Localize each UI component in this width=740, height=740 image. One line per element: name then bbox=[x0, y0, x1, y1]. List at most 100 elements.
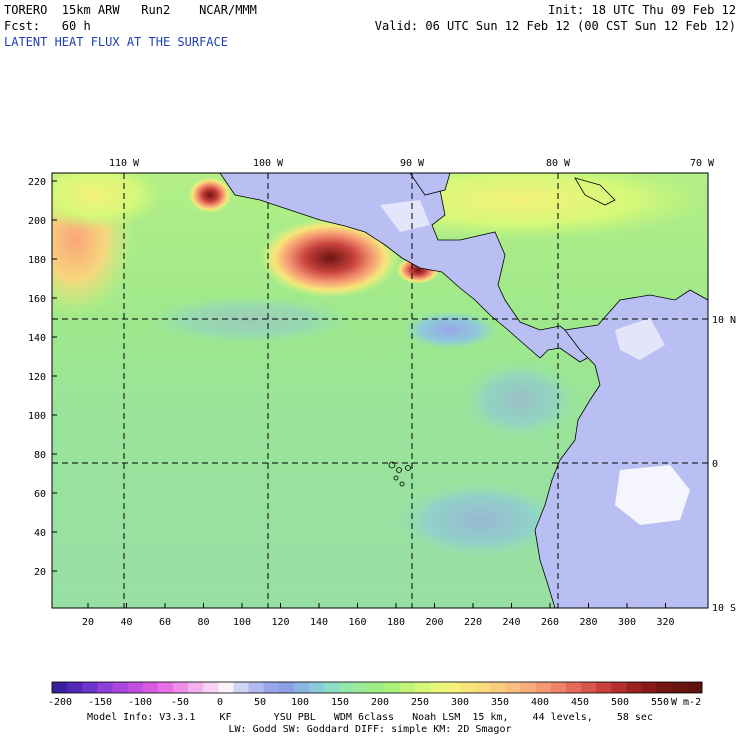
tehuantepec-jet bbox=[260, 218, 400, 298]
colorbar-swatch bbox=[142, 682, 159, 693]
lat-label: 10 N bbox=[712, 315, 736, 326]
lon-label: 100 W bbox=[253, 158, 284, 169]
graticule bbox=[52, 173, 708, 608]
colorbar-tick-label: 500 bbox=[611, 697, 629, 708]
colorbar-swatch bbox=[596, 682, 612, 693]
colorbar-swatch bbox=[505, 682, 522, 693]
colorbar-swatch bbox=[263, 682, 280, 693]
galapagos-islands bbox=[388, 461, 411, 487]
colorbar-swatch bbox=[324, 682, 340, 693]
colorbar-swatch bbox=[248, 682, 265, 693]
grid-label-bottom: 140 bbox=[310, 617, 328, 628]
grid-label-left: 80 bbox=[34, 450, 46, 461]
lon-label: 70 W bbox=[690, 158, 715, 169]
colorbar-swatch bbox=[520, 682, 537, 693]
grid-label-bottom: 200 bbox=[425, 617, 443, 628]
grid-label-left: 180 bbox=[28, 255, 46, 266]
colorbar-swatch bbox=[581, 682, 597, 693]
colorbar-swatch bbox=[354, 682, 370, 693]
grid-label-bottom: 220 bbox=[464, 617, 482, 628]
grid-label-bottom: 320 bbox=[656, 617, 674, 628]
colorbar-tick-label: -200 bbox=[48, 697, 72, 708]
grid-label-bottom: 40 bbox=[120, 617, 132, 628]
lon-label: 80 W bbox=[546, 158, 571, 169]
colorbar-swatch bbox=[626, 682, 642, 693]
grid-label-bottom: 20 bbox=[82, 617, 94, 628]
grid-label-left: 20 bbox=[34, 567, 46, 578]
colorbar-swatch bbox=[67, 682, 83, 693]
colorbar-swatch bbox=[278, 682, 295, 693]
colorbar-swatch bbox=[686, 682, 703, 693]
forecast-hour: Fcst: 60 h bbox=[4, 19, 91, 33]
grid-label-left: 60 bbox=[34, 489, 46, 500]
colorbar bbox=[51, 681, 703, 694]
colorbar-tick-label: -150 bbox=[88, 697, 112, 708]
grid-label-bottom: 260 bbox=[541, 617, 559, 628]
grid-label-bottom: 300 bbox=[618, 617, 636, 628]
colorbar-swatch bbox=[445, 682, 461, 693]
cool-region-panama bbox=[400, 310, 500, 350]
colorbar-swatch bbox=[293, 682, 310, 693]
colorbar-labels: -200 -150 -100 -50 0 50 100 150 200 250 300 350 400 4… bbox=[48, 697, 669, 708]
colorbar-tick-label: 250 bbox=[411, 697, 429, 708]
model-title: TORERO 15km ARW Run2 NCAR/MMM bbox=[4, 3, 257, 17]
warm-region-northwest bbox=[52, 173, 165, 230]
land-yucatan bbox=[409, 173, 451, 196]
colorbar-swatch bbox=[97, 682, 113, 693]
hot-spot-north bbox=[188, 177, 232, 213]
land-highlight-andes bbox=[615, 465, 690, 525]
colorbar-swatch bbox=[475, 682, 491, 693]
colorbar-swatch bbox=[339, 682, 355, 693]
land-highlight-colombia bbox=[615, 318, 665, 360]
grid-label-bottom: 120 bbox=[271, 617, 289, 628]
field-title: LATENT HEAT FLUX AT THE SURFACE bbox=[4, 35, 228, 49]
lat-label: 10 S bbox=[712, 603, 736, 614]
colorbar-tick-label: 100 bbox=[291, 697, 309, 708]
colorbar-swatch bbox=[490, 682, 506, 693]
map-frame bbox=[51, 172, 709, 609]
grid-label-bottom: 80 bbox=[197, 617, 209, 628]
colorbar-swatch bbox=[188, 682, 204, 693]
cool-region-south bbox=[390, 480, 570, 560]
grid-label-bottom: 100 bbox=[233, 617, 251, 628]
colorbar-swatch bbox=[384, 682, 401, 693]
grid-label-bottom: 60 bbox=[159, 617, 171, 628]
land-south-america bbox=[534, 289, 708, 608]
colorbar-swatch bbox=[369, 682, 385, 693]
colorbar-swatch bbox=[429, 682, 446, 693]
colorbar-swatch bbox=[460, 682, 476, 693]
init-time: Init: 18 UTC Thu 09 Feb 12 bbox=[548, 3, 736, 17]
lon-label: 90 W bbox=[400, 158, 425, 169]
colorbar-swatch bbox=[203, 682, 219, 693]
grid-label-left: 140 bbox=[28, 333, 46, 344]
physics-info: LW: Godd SW: Goddard DIFF: simple KM: 2D… bbox=[228, 724, 512, 735]
colorbar-tick-label: 300 bbox=[451, 697, 469, 708]
land-central-america bbox=[219, 173, 599, 363]
colorbar-tick-label: -50 bbox=[171, 697, 189, 708]
colorbar-swatch bbox=[641, 682, 658, 693]
grid-label-left: 160 bbox=[28, 294, 46, 305]
grid-label-bottom: 160 bbox=[348, 617, 366, 628]
land-caribbean-island bbox=[574, 177, 616, 206]
colorbar-swatch bbox=[535, 682, 552, 693]
colorbar-unit: W m-2 bbox=[671, 697, 701, 708]
colorbar-swatch bbox=[399, 682, 416, 693]
grid-label-bottom: 180 bbox=[387, 617, 405, 628]
land-highlight-guatemala bbox=[380, 200, 430, 232]
colorbar-swatch bbox=[308, 682, 325, 693]
grid-label-left: 220 bbox=[28, 177, 46, 188]
colorbar-tick-label: 200 bbox=[371, 697, 389, 708]
grid-label-bottom: 240 bbox=[502, 617, 520, 628]
colorbar-swatch bbox=[172, 682, 189, 693]
colorbar-swatch bbox=[52, 682, 68, 693]
colorbar-swatch bbox=[414, 682, 431, 693]
colorbar-swatch bbox=[127, 682, 144, 693]
colorbar-tick-label: 150 bbox=[331, 697, 349, 708]
colorbar-swatch bbox=[656, 682, 673, 693]
grid-label-left: 120 bbox=[28, 372, 46, 383]
colorbar-tick-label: 50 bbox=[254, 697, 266, 708]
grid-index-bottom: 20 40 60 80 100 120 140 160 180 200 220 240 260 280 30… bbox=[82, 603, 675, 628]
colorbar-swatch bbox=[550, 682, 567, 693]
grid-label-left: 200 bbox=[28, 216, 46, 227]
